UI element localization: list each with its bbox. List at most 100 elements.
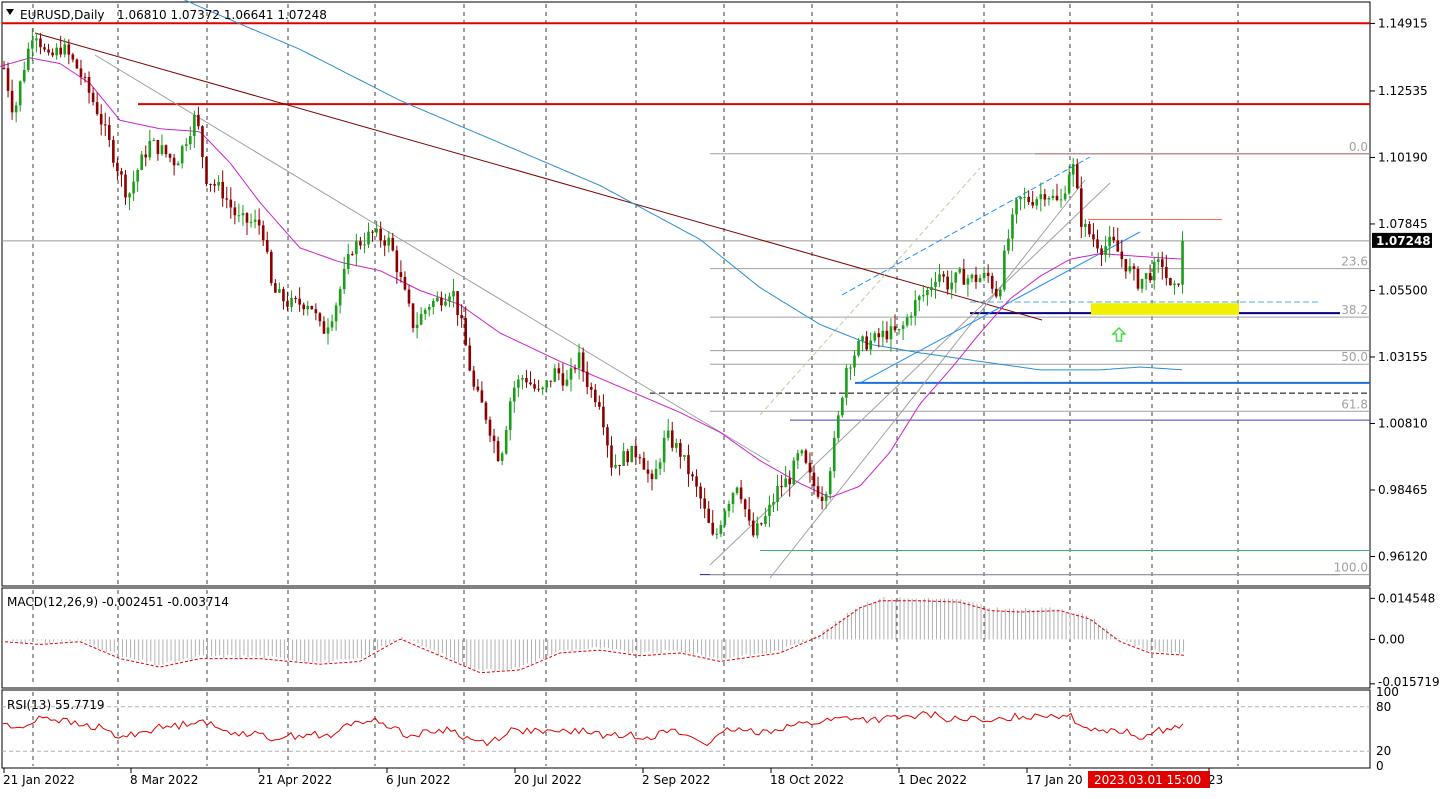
candle-body — [2, 68, 6, 70]
candle-body — [849, 367, 852, 369]
candle-body — [140, 154, 143, 170]
gray-trendline — [94, 54, 771, 463]
candle-body — [419, 313, 423, 325]
candle-body — [679, 442, 682, 457]
trend-drawings[interactable] — [34, 32, 1320, 579]
fib-level-label: 100.0 — [1334, 561, 1368, 575]
candle-body — [986, 272, 990, 276]
candle-body — [484, 402, 488, 420]
candle-body — [59, 47, 62, 55]
candle-body — [885, 330, 889, 340]
candle-body — [529, 382, 532, 385]
candle-body — [294, 298, 297, 300]
fib-level-label: 0.0 — [1349, 140, 1368, 154]
candle-body — [853, 355, 856, 368]
candle-body — [525, 377, 528, 383]
rsi-tick-label: 0 — [1376, 759, 1384, 773]
candle-body — [1080, 188, 1083, 227]
candle-body — [492, 435, 496, 442]
candle-body — [703, 498, 706, 509]
candle-body — [573, 368, 577, 370]
price-tick-label: 1.03155 — [1378, 350, 1428, 364]
date-label: 2 Sep 2022 — [642, 773, 710, 787]
candle-body — [889, 326, 893, 340]
candle-body — [1165, 266, 1168, 279]
rsi-indicator — [2, 706, 1370, 752]
candle-body — [772, 501, 775, 505]
candle-body — [116, 162, 119, 172]
long-trendline — [34, 32, 1043, 321]
candle-body — [282, 289, 285, 302]
rsi-label: RSI(13) 55.7719 — [7, 698, 105, 712]
candle-body — [27, 48, 30, 70]
candle-body — [942, 274, 945, 277]
blue-moving-average — [183, 0, 1183, 371]
candle-body — [108, 125, 111, 140]
candle-body — [39, 38, 42, 48]
fib-level-label: 50.0 — [1341, 350, 1368, 364]
candle-body — [1173, 283, 1176, 286]
candle-body — [249, 221, 253, 223]
candle-body — [103, 124, 107, 126]
candle-body — [557, 368, 561, 374]
candle-body — [658, 462, 662, 469]
candle-body — [1120, 251, 1124, 260]
candle-body — [31, 40, 34, 49]
candle-body — [934, 281, 937, 287]
candle-body — [14, 105, 18, 113]
candle-body — [189, 136, 192, 145]
candle-body — [67, 44, 71, 55]
candle-body — [913, 300, 917, 316]
candle-body — [1075, 164, 1079, 189]
candle-body — [1023, 196, 1026, 198]
candle-body — [480, 390, 484, 403]
candle-body — [691, 474, 694, 477]
candle-body — [75, 59, 79, 69]
candle-body — [217, 181, 220, 186]
candle-body — [602, 406, 605, 428]
candle-body — [1132, 266, 1136, 269]
candle-body — [152, 140, 156, 142]
candle-body — [666, 430, 670, 438]
candle-body — [747, 509, 751, 521]
candle-body — [124, 174, 127, 198]
horizontal-levels[interactable]: 0.0 23.6 38.2 50.0 61.8 100.0 — [2, 22, 1370, 576]
candle-body — [545, 380, 548, 388]
candle-body — [670, 430, 674, 448]
candle-body — [18, 81, 22, 106]
candle-body — [978, 278, 982, 282]
candle-body — [760, 523, 763, 525]
candle-body — [1063, 193, 1067, 200]
up-arrow-icon — [1111, 326, 1127, 342]
candle-body — [270, 251, 273, 284]
candle-body — [432, 301, 435, 308]
candle-body — [1136, 268, 1140, 289]
candle-body — [261, 225, 265, 241]
chart-menu-triangle-icon[interactable] — [6, 9, 14, 15]
candle-body — [788, 478, 791, 485]
candle-body — [1055, 195, 1059, 201]
candle-body — [731, 493, 735, 505]
candle-body — [816, 486, 820, 497]
price-tick-label: 0.96120 — [1378, 549, 1428, 563]
candle-body — [99, 114, 103, 125]
candle-body — [355, 241, 358, 255]
candle-body — [837, 415, 840, 438]
candle-body — [715, 533, 719, 535]
rsi-line — [2, 711, 1184, 747]
candle-body — [464, 318, 467, 346]
candle-body — [47, 49, 50, 53]
candle-body — [832, 437, 836, 472]
macd-signal-line — [4, 600, 1185, 674]
candle-body — [994, 288, 998, 297]
candle-body — [330, 321, 334, 328]
fib-level-label: 38.2 — [1341, 303, 1368, 317]
macd-tick-label: 0.014548 — [1378, 591, 1435, 605]
candle-body — [812, 472, 816, 487]
candle-body — [488, 419, 492, 436]
candle-body — [638, 457, 642, 459]
candle-body — [618, 465, 621, 467]
candle-body — [857, 340, 860, 356]
